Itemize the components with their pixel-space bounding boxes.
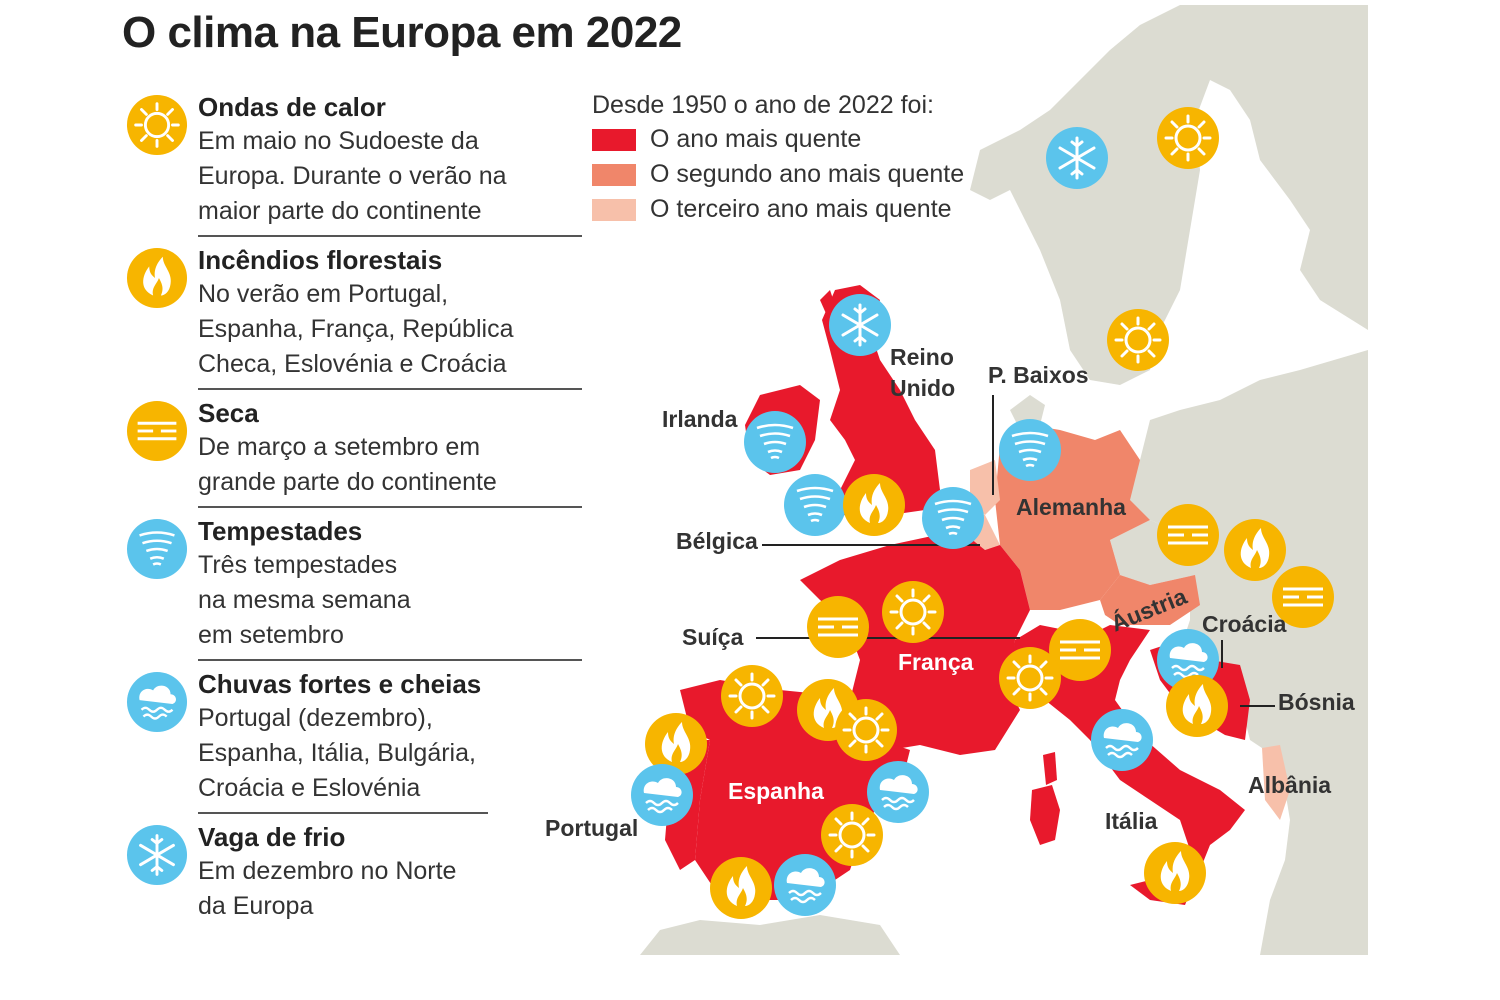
label-alemanha: Alemanha: [1016, 494, 1126, 520]
snowflake-icon: [1044, 125, 1110, 191]
legend-item-title: Seca: [198, 398, 259, 428]
rain-icon: [126, 671, 188, 733]
fire-icon: [1224, 519, 1286, 581]
label-franca: França: [898, 649, 974, 675]
legend-item-desc: De março a setembro em grande parte do c…: [198, 433, 497, 496]
fire-icon: [1144, 842, 1206, 904]
rain-icon: [865, 759, 931, 825]
drought-icon: [126, 400, 188, 462]
sun-icon: [997, 645, 1063, 711]
storm-icon: [126, 518, 188, 580]
legend-item-desc: Três tempestades na mesma semana em sete…: [198, 551, 411, 649]
label-belgica: Bélgica: [676, 528, 758, 554]
legend-item-desc: Em dezembro no Norte da Europa: [198, 857, 457, 920]
label-suica: Suíça: [682, 624, 744, 650]
sun-icon: [126, 94, 188, 156]
label-reino-unido-1: Reino: [890, 344, 954, 370]
sun-icon: [1155, 105, 1221, 171]
fire-icon: [710, 857, 772, 919]
fire-icon: [126, 247, 188, 309]
storm-icon: [742, 409, 808, 475]
region-northern-ireland-islands: [820, 290, 835, 318]
sun-icon: [833, 697, 899, 763]
event-legend: Ondas de calor Em maio no Sudoeste da Eu…: [122, 90, 582, 924]
heat-legend: Desde 1950 o ano de 2022 foi: O ano mais…: [592, 88, 964, 227]
sun-icon: [819, 802, 885, 868]
region-austria: [1100, 575, 1200, 625]
fire-icon: [843, 474, 905, 536]
land-corsica: [1043, 752, 1057, 785]
label-reino-unido-2: Unido: [890, 375, 955, 401]
storm-icon: [920, 485, 986, 551]
legend-item-title: Chuvas fortes e cheias: [198, 669, 482, 699]
legend-item-title: Tempestades: [198, 516, 363, 546]
page-title: O clima na Europa em 2022: [122, 8, 682, 57]
legend-item-title: Vaga de frio: [198, 822, 346, 852]
legend-item-title: Incêndios florestais: [198, 245, 443, 275]
legend-item-seca: Seca De março a setembro em grande parte…: [122, 396, 582, 500]
heat-legend-item: O ano mais quente: [592, 122, 964, 157]
legend-item-desc: No verão em Portugal, Espanha, França, R…: [198, 280, 514, 378]
sun-icon: [1105, 307, 1171, 373]
legend-item-chuvas: Chuvas fortes e cheias Portugal (dezembr…: [122, 667, 582, 806]
fire-icon: [1166, 675, 1228, 737]
label-irlanda: Irlanda: [662, 406, 738, 432]
region-albania: [1262, 745, 1290, 820]
land-sardinia: [1030, 785, 1060, 845]
label-bosnia: Bósnia: [1278, 689, 1355, 715]
sun-icon: [880, 579, 946, 645]
heat-swatch-second: [592, 163, 636, 186]
divider: [198, 812, 488, 814]
label-italia: Itália: [1105, 808, 1158, 834]
heat-legend-label: O terceiro ano mais quente: [650, 195, 952, 223]
snowflake-icon: [827, 292, 893, 358]
heat-legend-item: O terceiro ano mais quente: [592, 192, 964, 227]
snowflake-icon: [126, 824, 188, 886]
divider: [198, 506, 582, 508]
land-scandinavia: [970, 5, 1368, 385]
legend-item-desc: Portugal (dezembro), Espanha, Itália, Bu…: [198, 704, 476, 802]
divider: [198, 388, 582, 390]
legend-item-incendios: Incêndios florestais No verão em Portuga…: [122, 243, 582, 382]
heat-swatch-third: [592, 198, 636, 221]
heat-legend-item: O segundo ano mais quente: [592, 157, 964, 192]
heat-legend-title: Desde 1950 o ano de 2022 foi:: [592, 91, 934, 119]
heat-swatch-warmest: [592, 128, 636, 151]
legend-item-desc: Em maio no Sudoeste da Europa. Durante o…: [198, 127, 507, 225]
label-croacia: Croácia: [1202, 611, 1287, 637]
legend-item-ondas-de-calor: Ondas de calor Em maio no Sudoeste da Eu…: [122, 90, 582, 229]
legend-item-vaga-de-frio: Vaga de frio Em dezembro no Norte da Eur…: [122, 820, 582, 924]
storm-icon: [997, 417, 1063, 483]
divider: [198, 235, 582, 237]
label-albania: Albânia: [1248, 772, 1331, 798]
land-africa: [640, 915, 900, 955]
drought-icon: [1155, 502, 1221, 568]
label-portugal: Portugal: [545, 815, 638, 841]
heat-legend-label: O ano mais quente: [650, 125, 862, 153]
rain-icon: [1089, 707, 1155, 773]
divider: [198, 659, 582, 661]
storm-icon: [782, 472, 848, 538]
label-pbaixos: P. Baixos: [988, 362, 1089, 388]
legend-item-title: Ondas de calor: [198, 92, 386, 122]
rain-icon: [629, 762, 695, 828]
heat-legend-label: O segundo ano mais quente: [650, 160, 965, 188]
rain-icon: [772, 852, 838, 918]
sun-icon: [719, 663, 785, 729]
label-espanha: Espanha: [728, 778, 824, 804]
drought-icon: [805, 594, 871, 660]
legend-item-tempestades: Tempestades Três tempestades na mesma se…: [122, 514, 582, 653]
